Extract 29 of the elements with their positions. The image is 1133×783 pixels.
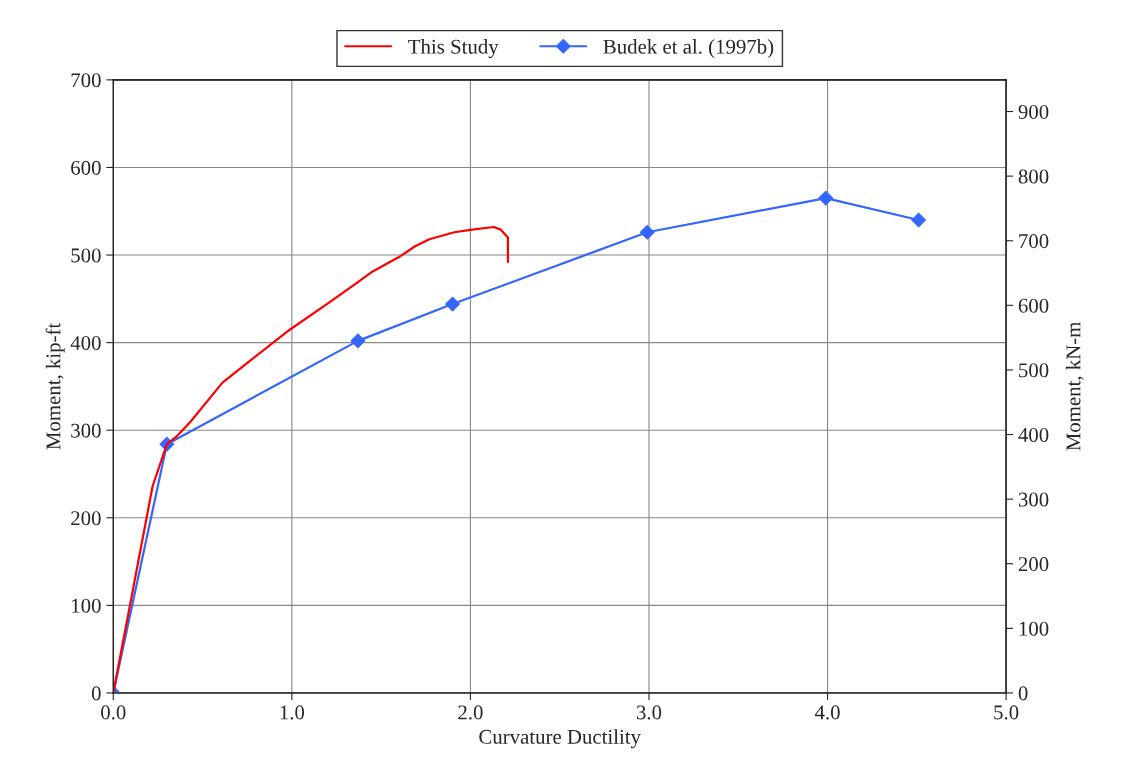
y-tick-label: 200 [71, 511, 101, 526]
y2-tick-label: 300 [1018, 492, 1049, 507]
y-tick-label: 600 [71, 160, 101, 175]
x-tick-label: 5.0 [994, 705, 1019, 720]
y2-tick-label: 600 [1018, 298, 1049, 313]
y2-tick-label: 800 [1018, 169, 1049, 184]
y-tick-label: 700 [71, 73, 101, 88]
x-tick-label: 3.0 [636, 705, 662, 720]
y-tick-label: 300 [71, 423, 101, 438]
y2-tick-label: 200 [1018, 557, 1049, 572]
y2-tick-label: 100 [1019, 621, 1049, 636]
y2-axis-title: Moment, kN-m [1065, 321, 1084, 451]
y-tick-label: 0 [91, 686, 101, 701]
y2-tick-label: 900 [1018, 104, 1049, 119]
y-tick-label: 500 [71, 248, 101, 263]
y-axis-title: Moment, kip-ft [45, 322, 65, 450]
x-tick-label: 2.0 [458, 705, 483, 720]
legend-label: Budek et al. (1997b) [603, 39, 774, 58]
x-tick-label: 4.0 [814, 705, 840, 720]
y-tick-label: 400 [70, 335, 101, 351]
legend-label: This Study [408, 39, 499, 59]
y-tick-label: 100 [72, 598, 101, 613]
x-tick-label: 1.0 [280, 705, 305, 720]
x-axis-title: Curvature Ductility [479, 729, 641, 749]
y2-tick-label: 700 [1019, 234, 1049, 249]
x-tick-label: 0.0 [101, 705, 126, 720]
y2-tick-label: 0 [1018, 686, 1028, 701]
y2-tick-label: 500 [1019, 363, 1049, 378]
y2-tick-label: 400 [1018, 427, 1049, 442]
